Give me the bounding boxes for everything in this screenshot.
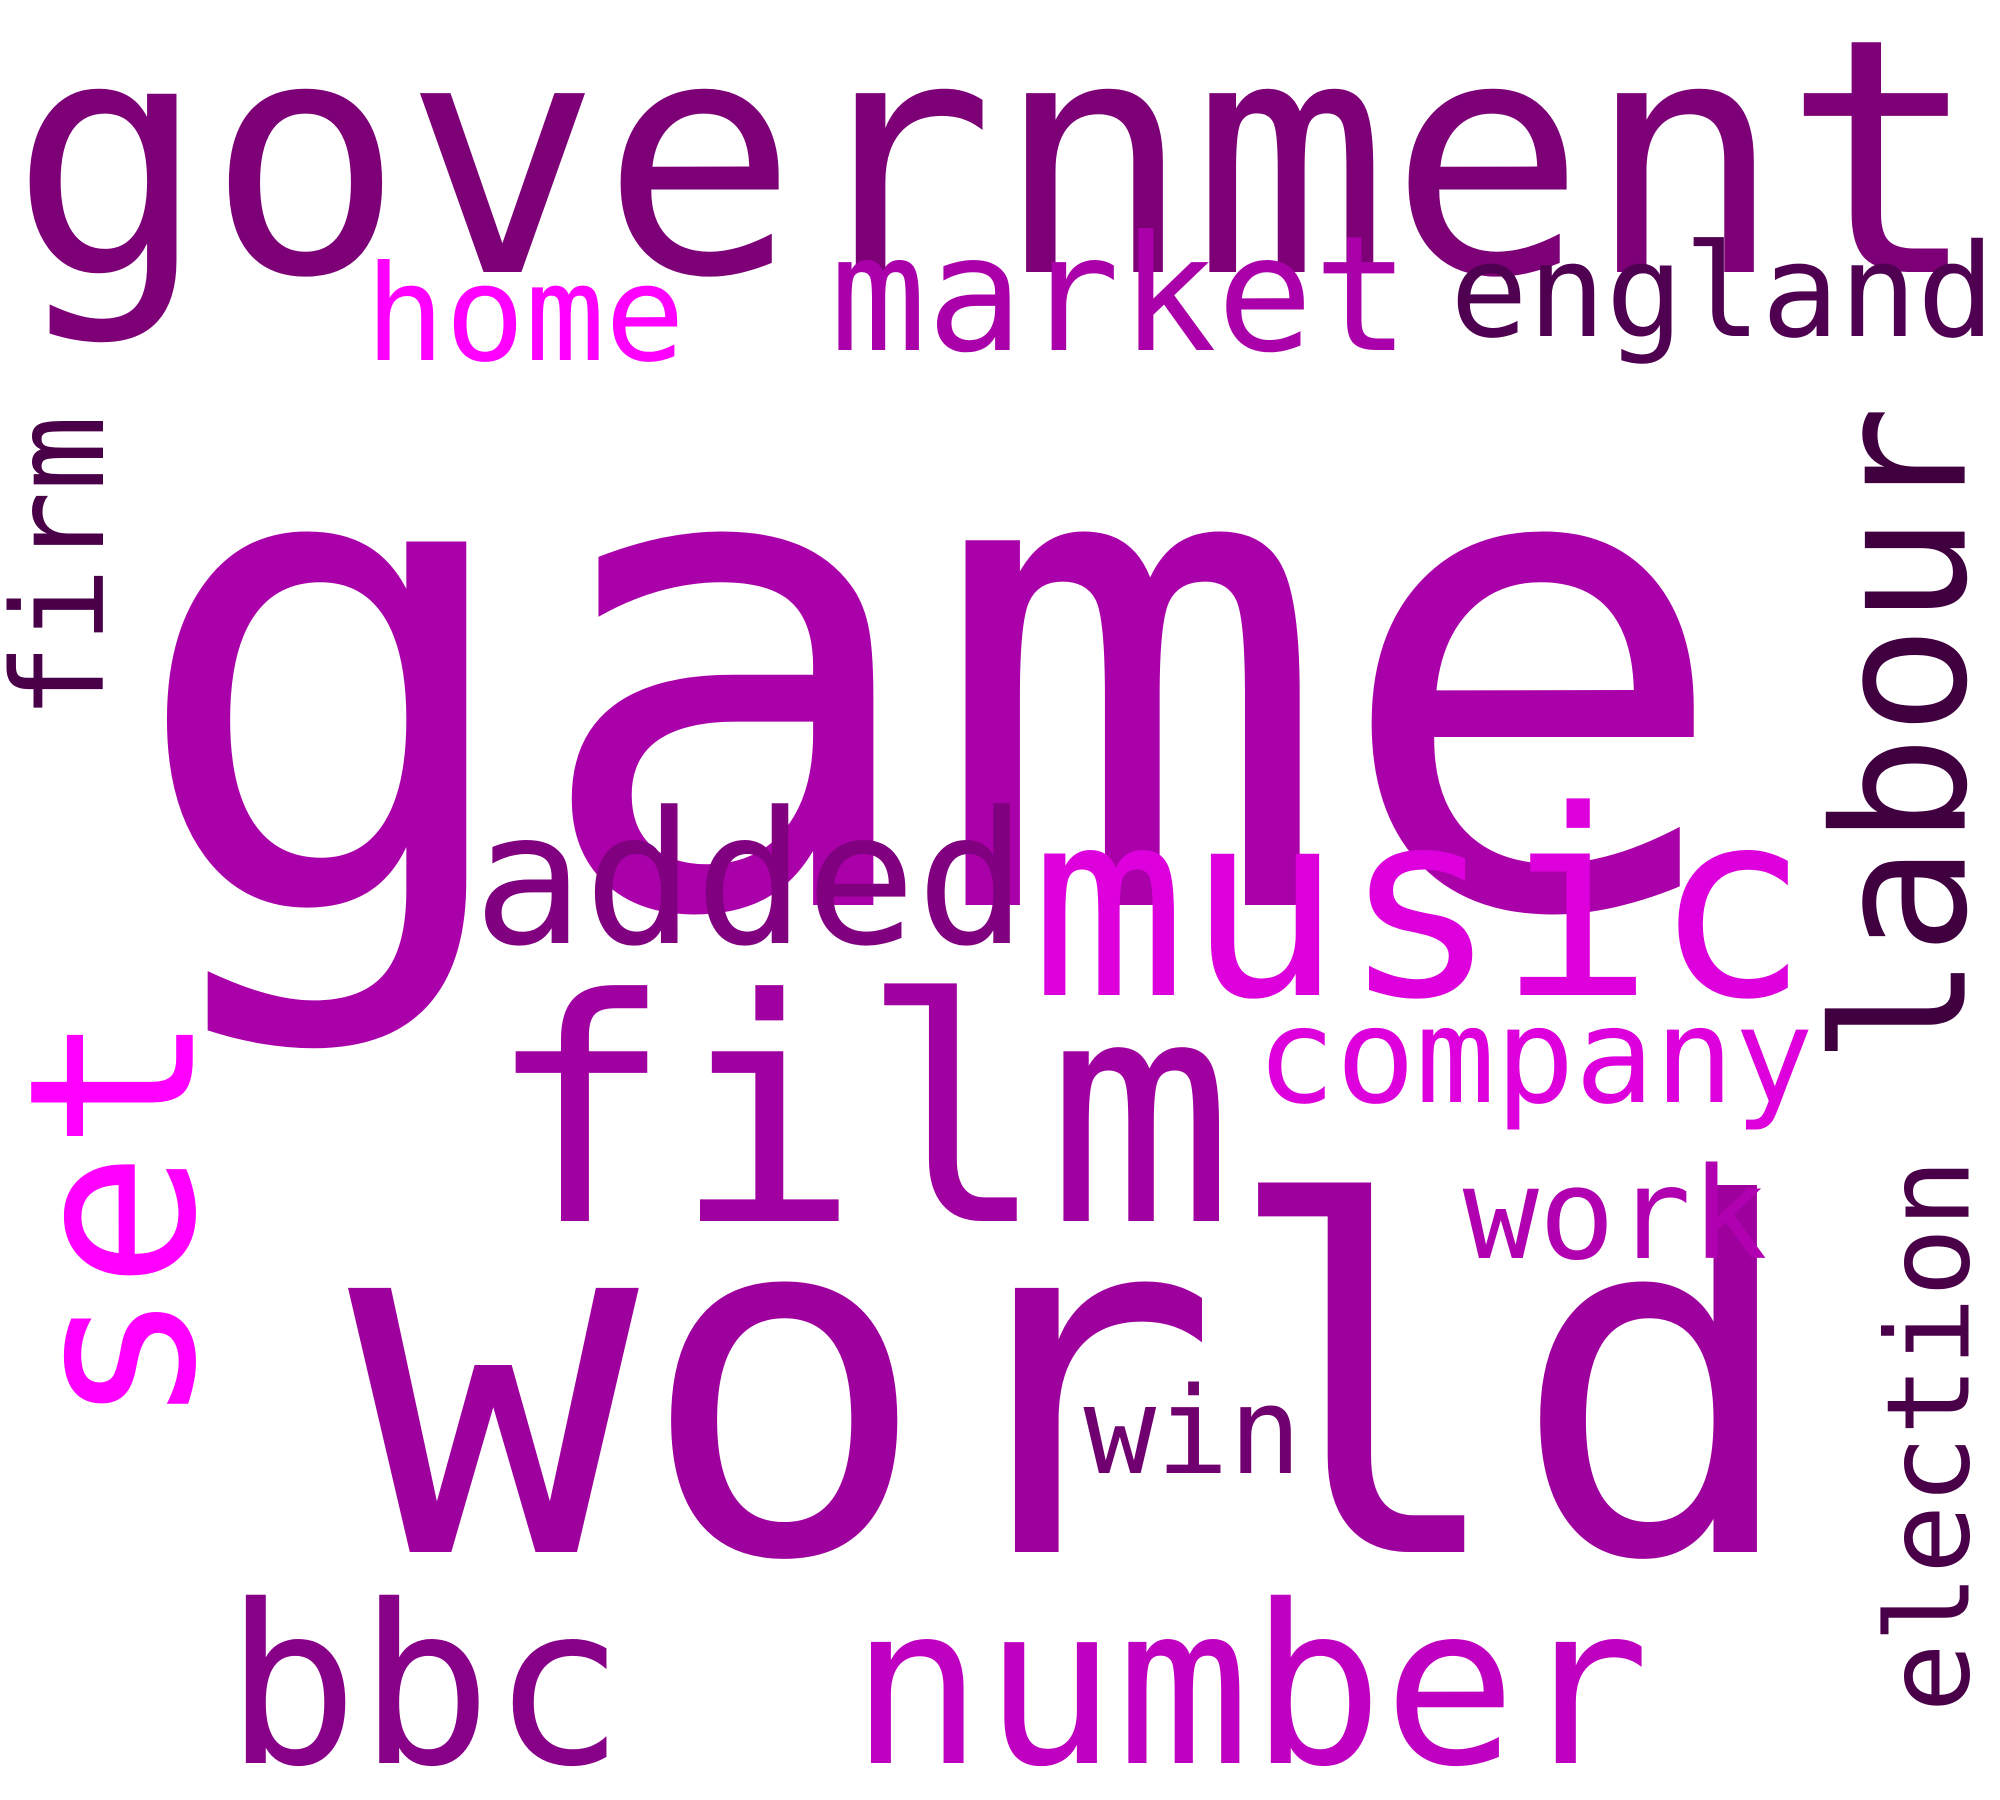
word-work: work (1462, 1140, 1768, 1288)
word-number: number (849, 1557, 1651, 1800)
word-firm: firm (0, 415, 133, 720)
word-labour: labour (1795, 404, 2000, 1065)
word-market: market (829, 200, 1411, 388)
word-game: game (126, 286, 1734, 1063)
word-music: music (1030, 756, 1810, 1058)
word-film: film (486, 933, 1234, 1295)
word-world: world (348, 1103, 1802, 1666)
word-government: government (10, 0, 1980, 351)
word-set: set (0, 1012, 249, 1428)
word-win: win (1083, 1362, 1302, 1503)
word-added: added (473, 773, 1027, 987)
word-england: england (1450, 216, 1995, 367)
word-bbc: bbc (225, 1557, 626, 1800)
word-election: election (1862, 1158, 1997, 1712)
word-company: company (1256, 980, 1814, 1135)
word-home: home (365, 237, 685, 392)
